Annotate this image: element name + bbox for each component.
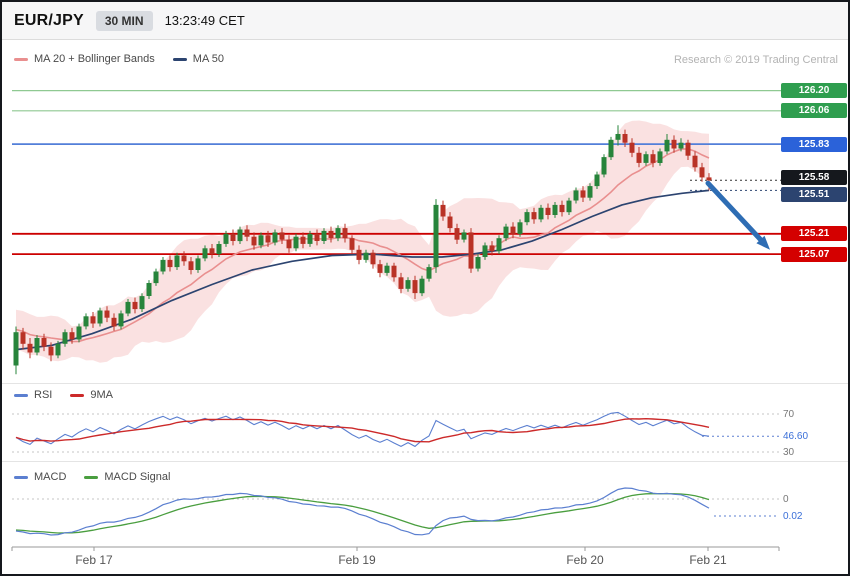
timeframe-badge: 30 MIN	[95, 10, 153, 31]
chart-canvas	[2, 89, 848, 551]
legend-swatch-icon	[70, 393, 85, 397]
forecast-arrow	[705, 180, 770, 250]
legend-macd: MACD MACD Signal	[14, 471, 170, 483]
candles-series	[13, 125, 712, 375]
legend-item: MACD Signal	[84, 471, 170, 483]
legend-swatch-icon	[172, 57, 187, 61]
legend-item: MACD	[14, 471, 66, 483]
legend-label: RSI	[34, 389, 53, 401]
legend-label: MA 50	[192, 53, 224, 65]
legend-swatch-icon	[14, 57, 28, 61]
macd-panel	[12, 487, 779, 536]
legend-item: MA 50	[172, 53, 224, 65]
rsi-line	[15, 411, 710, 448]
legend-main: MA 20 + Bollinger Bands MA 50	[14, 53, 224, 65]
chart-area: MA 20 + Bollinger Bands MA 50 Research © …	[2, 40, 848, 574]
legend-swatch-icon	[14, 475, 28, 479]
key-levels	[12, 89, 781, 256]
legend-item: RSI	[14, 389, 52, 401]
legend-item: 9MA	[70, 389, 113, 401]
legend-label: MACD Signal	[104, 471, 171, 483]
ma50-line	[15, 189, 710, 351]
rsi-9ma-line	[15, 417, 710, 443]
panel-separators	[2, 383, 848, 462]
x-axis	[11, 546, 780, 551]
rsi-panel	[12, 411, 779, 453]
legend-item: MA 20 + Bollinger Bands	[14, 53, 155, 65]
legend-rsi: RSI 9MA	[14, 389, 113, 401]
research-credit: Research © 2019 Trading Central	[673, 54, 838, 66]
legend-label: 9MA	[90, 389, 113, 401]
legend-label: MACD	[34, 471, 67, 483]
ma20-line	[15, 148, 710, 343]
legend-swatch-icon	[14, 393, 28, 397]
timestamp: 13:23:49 CET	[164, 13, 245, 28]
macd-signal-line	[15, 492, 710, 534]
legend-label: MA 20 + Bollinger Bands	[34, 53, 155, 65]
legend-swatch-icon	[84, 475, 99, 479]
header: EUR/JPY 30 MIN 13:23:49 CET	[2, 2, 848, 40]
instrument-title: EUR/JPY	[14, 11, 84, 29]
macd-line	[15, 487, 710, 536]
